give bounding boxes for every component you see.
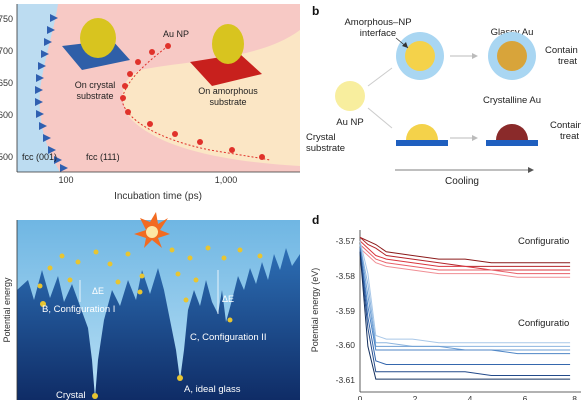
boundary-dots bbox=[120, 43, 265, 160]
series-line-1 bbox=[359, 236, 571, 267]
delta-e-label: ΔE bbox=[222, 294, 234, 304]
x-tick: 2 bbox=[413, 394, 418, 400]
panel-d-chart: d Potential energy (eV) -3.57 -3.58 -3.5… bbox=[310, 213, 581, 404]
x-tick: 1,000 bbox=[215, 175, 238, 185]
panel-d: d Potential energy (eV) -3.57 -3.58 -3.5… bbox=[300, 210, 581, 404]
amorphous-substrate-label: On amorphous bbox=[198, 86, 258, 96]
x-tick: 100 bbox=[58, 175, 73, 185]
series-line-10 bbox=[359, 251, 571, 376]
config-two-label: C, Configuration II bbox=[190, 332, 267, 343]
au-np-label: Au NP bbox=[163, 29, 189, 39]
series-line-5 bbox=[359, 240, 571, 344]
crystal-substrate-bar bbox=[486, 140, 538, 146]
au-np-on-amorphous bbox=[212, 24, 244, 64]
amorphous-interface-label: interface bbox=[360, 28, 396, 39]
y-tick: -3.59 bbox=[336, 306, 356, 316]
amorphous-interface-label: Amorphous–NP bbox=[344, 17, 411, 28]
y-axis-label: Potential energy (eV) bbox=[310, 268, 320, 353]
energy-landscape bbox=[17, 248, 300, 400]
crystalline-au-label: Crystalline Au bbox=[483, 95, 541, 106]
fcc111-label: fcc (111) bbox=[86, 152, 120, 162]
x-tick: 4 bbox=[468, 394, 473, 400]
x-tick: 8 bbox=[572, 394, 577, 400]
particle-dots bbox=[37, 245, 263, 399]
container-label: treat bbox=[560, 131, 579, 142]
series-line-4 bbox=[359, 247, 571, 278]
crystal-substrate-label: substrate bbox=[76, 91, 113, 101]
x-axis-label: Incubation time (ps) bbox=[114, 191, 202, 202]
y-tick: -3.61 bbox=[336, 375, 356, 385]
fcc001-label: fcc (001) bbox=[22, 152, 57, 162]
delta-e-label: ΔE bbox=[92, 286, 104, 296]
amorphous-substrate-image bbox=[190, 54, 262, 86]
config-one-label: B, Configuration I bbox=[42, 304, 115, 315]
panel-a: 750 700 650 600 500 100 1,000 Incubation… bbox=[0, 0, 300, 205]
au-np-on-crystal bbox=[80, 18, 116, 58]
cooling-label: Cooling bbox=[445, 176, 479, 187]
crystal-substrate-label: Crystal bbox=[306, 132, 336, 143]
crystal-label: Crystal bbox=[56, 390, 86, 400]
y-tick: 500 bbox=[0, 152, 13, 162]
y-tick: 600 bbox=[0, 110, 13, 120]
panel-letter: b bbox=[312, 4, 319, 18]
series-line-2 bbox=[359, 240, 571, 271]
container-label: treat bbox=[558, 56, 577, 67]
ideal-glass-label: A, ideal glass bbox=[184, 384, 241, 395]
crystal-substrate-label: substrate bbox=[306, 143, 345, 154]
series-line-0 bbox=[359, 236, 571, 264]
y-tick: 700 bbox=[0, 46, 13, 56]
series-line-3 bbox=[359, 244, 571, 275]
au-np-label: Au NP bbox=[336, 117, 363, 128]
au-np-sphere bbox=[335, 81, 365, 111]
panel-c: ΔE ΔE Potential energy B, Configuration … bbox=[0, 210, 300, 401]
series-line-9 bbox=[359, 248, 571, 365]
y-tick: 750 bbox=[0, 14, 13, 24]
panel-c-landscape: ΔE ΔE Potential energy B, Configuration … bbox=[2, 212, 300, 401]
x-tick: 6 bbox=[523, 394, 528, 400]
y-tick: -3.60 bbox=[336, 340, 356, 350]
crystal-substrate-bar bbox=[396, 140, 448, 146]
glassy-au-core bbox=[497, 41, 527, 71]
au-core bbox=[405, 41, 435, 71]
amorphous-substrate-label: substrate bbox=[209, 97, 246, 107]
fcc-boundary-triangles bbox=[35, 14, 68, 172]
container-label: Contain bbox=[550, 120, 581, 131]
series-line-8 bbox=[359, 248, 571, 355]
crystalline-au bbox=[496, 124, 528, 140]
panel-b-diagram: b Amorphous–NP interface Glassy Au Conta… bbox=[306, 4, 581, 187]
series-line-11 bbox=[359, 251, 571, 380]
au-on-crystal bbox=[406, 124, 438, 140]
panel-letter: d bbox=[312, 213, 319, 227]
crystal-substrate-label: On crystal bbox=[75, 80, 116, 90]
panel-b: b Amorphous–NP interface Glassy Au Conta… bbox=[300, 0, 581, 205]
y-tick: -3.57 bbox=[336, 236, 356, 246]
x-tick: 0 bbox=[358, 394, 363, 400]
series-line-7 bbox=[359, 244, 571, 351]
container-label: Contain bbox=[545, 45, 578, 56]
y-tick: -3.58 bbox=[336, 271, 356, 281]
config-one-label: Configuratio bbox=[518, 236, 569, 247]
panel-a-plot: 750 700 650 600 500 100 1,000 Incubation… bbox=[0, 4, 300, 202]
y-axis-label: Potential energy bbox=[2, 277, 12, 343]
config-two-label: Configuratio bbox=[518, 318, 569, 329]
y-tick: 650 bbox=[0, 78, 13, 88]
